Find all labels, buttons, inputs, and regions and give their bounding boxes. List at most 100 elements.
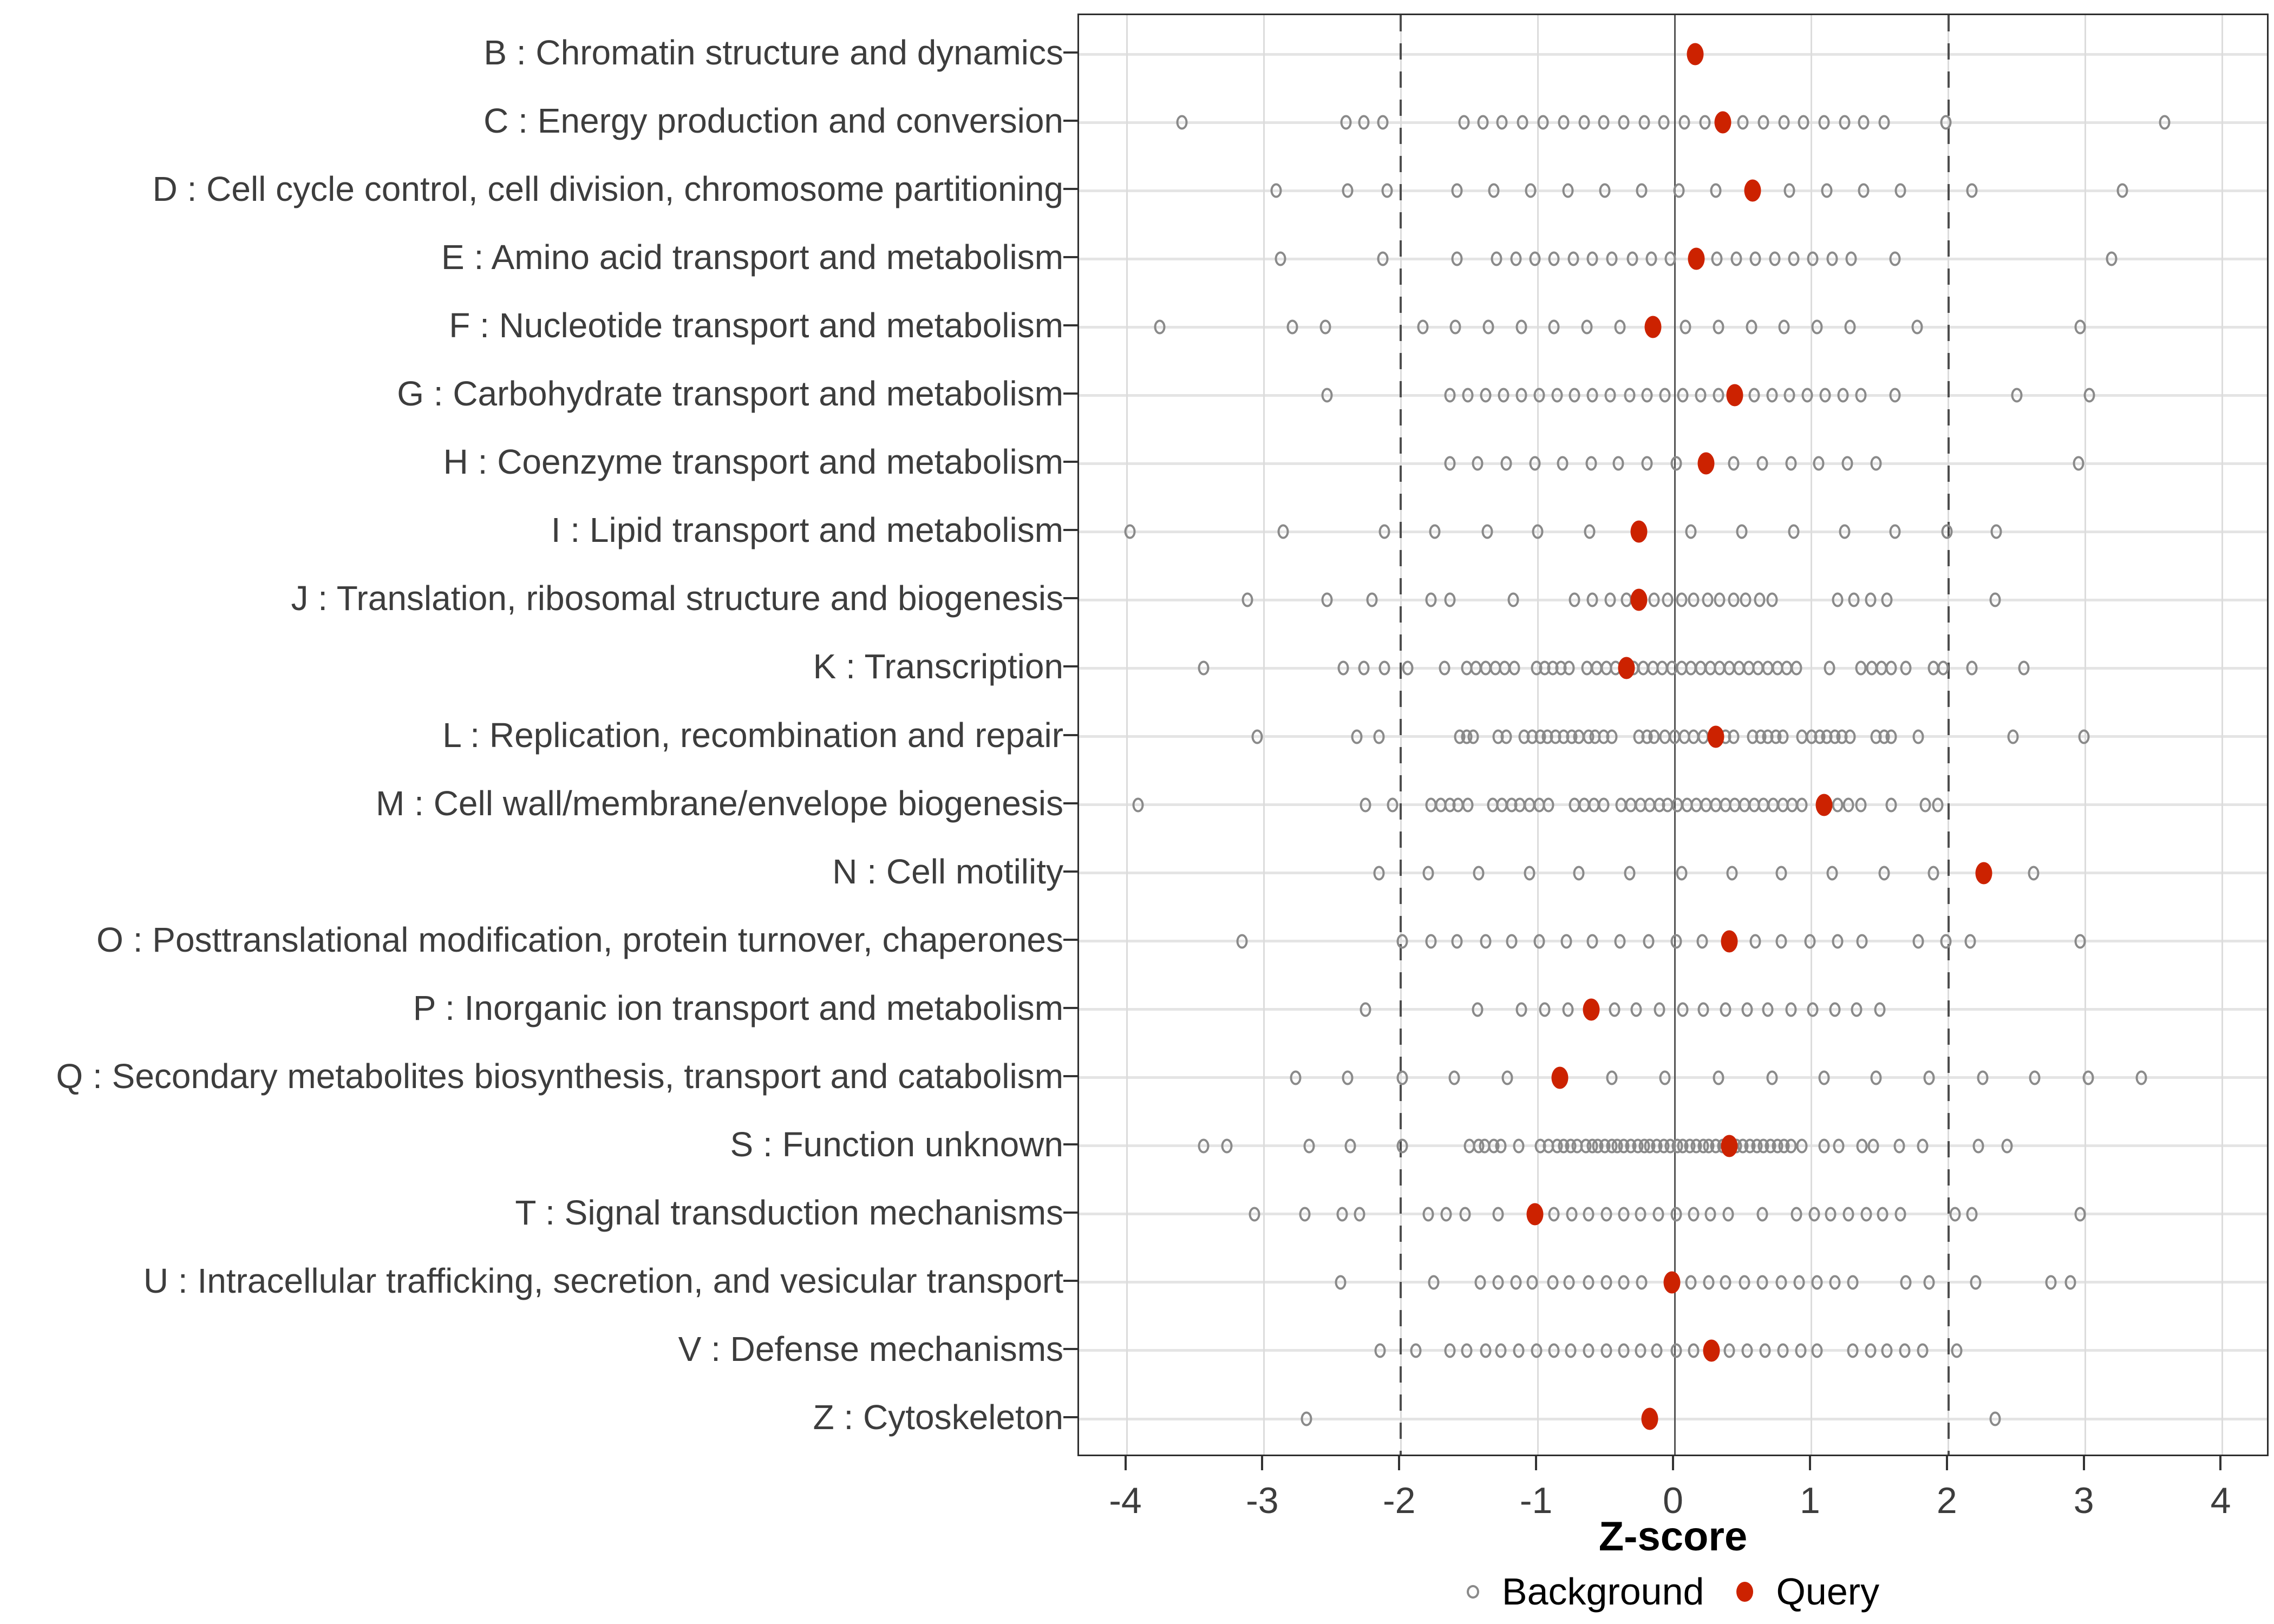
background-point (1301, 1411, 1312, 1426)
background-point (1878, 866, 1890, 881)
background-point (1680, 319, 1691, 335)
background-point (1241, 592, 1253, 607)
background-point (1951, 1343, 1963, 1358)
y-axis-label: F : Nucleotide transport and metabolism (449, 306, 1063, 345)
background-point (1796, 1138, 1808, 1154)
background-point (1606, 729, 1618, 744)
x-gridline (1126, 15, 1128, 1455)
row-gridline (1079, 189, 2267, 192)
background-point (1501, 1070, 1513, 1085)
background-point (1358, 115, 1370, 130)
query-point (1663, 1271, 1681, 1294)
x-axis-tick-label: -4 (1109, 1480, 1142, 1521)
background-point (1856, 1138, 1868, 1154)
y-axis-label: K : Transcription (813, 647, 1063, 686)
y-axis-label: U : Intracellular trafficking, secretion… (143, 1261, 1063, 1300)
background-point (1769, 251, 1781, 266)
y-axis-tick (1063, 1075, 1077, 1077)
background-point (1832, 797, 1844, 813)
background-point (2082, 1070, 2094, 1085)
background-point (1373, 729, 1385, 744)
background-point (1614, 934, 1626, 949)
background-point (1558, 115, 1570, 130)
background-point (1722, 1207, 1734, 1222)
background-point (1513, 1343, 1525, 1358)
x-axis-tick-label: 4 (2210, 1480, 2231, 1521)
background-point (1855, 388, 1867, 403)
background-point (1844, 729, 1856, 744)
background-point (1342, 1070, 1354, 1085)
background-point (1444, 388, 1456, 403)
background-point (1618, 1343, 1630, 1358)
background-point (1818, 115, 1830, 130)
background-point (1618, 115, 1630, 130)
background-point (1641, 456, 1653, 471)
background-point (1560, 934, 1572, 949)
background-point (1566, 1207, 1578, 1222)
background-point (1641, 388, 1653, 403)
background-point (1344, 1138, 1356, 1154)
background-point (1704, 1207, 1716, 1222)
background-point (1720, 1002, 1731, 1017)
y-axis-label: L : Replication, recombination and repai… (442, 715, 1063, 755)
background-point (2083, 388, 2095, 403)
background-point (1937, 660, 1949, 676)
background-point (1335, 1275, 1347, 1290)
background-point (1548, 251, 1560, 266)
background-point (2018, 660, 2030, 676)
background-point (1573, 866, 1585, 881)
background-point (1533, 934, 1545, 949)
background-point (1848, 592, 1860, 607)
background-point (1923, 1070, 1935, 1085)
background-point (1543, 797, 1554, 813)
background-point (1565, 1343, 1577, 1358)
background-point (1670, 934, 1682, 949)
background-point (2073, 456, 2084, 471)
x-axis-tick (1398, 1456, 1401, 1470)
background-point (1417, 319, 1429, 335)
background-point (1154, 319, 1166, 335)
x-axis-title: Z-score (1598, 1514, 1748, 1560)
background-point (1598, 115, 1609, 130)
background-point (1491, 251, 1502, 266)
background-point (1525, 183, 1537, 198)
background-point (1626, 251, 1638, 266)
background-point (1381, 183, 1393, 198)
background-point (1396, 934, 1408, 949)
background-point (1578, 115, 1590, 130)
legend-label-query: Query (1776, 1570, 1880, 1613)
y-axis-tick (1063, 324, 1077, 327)
background-point (1826, 866, 1838, 881)
y-axis-label: I : Lipid transport and metabolism (551, 510, 1063, 550)
background-point (1795, 1343, 1807, 1358)
background-point (1648, 729, 1660, 744)
background-point (1548, 319, 1560, 335)
background-point (1966, 660, 1978, 676)
background-point (1757, 115, 1769, 130)
background-point (1439, 660, 1450, 676)
background-point (1480, 388, 1492, 403)
background-point (1842, 1207, 1854, 1222)
background-point (1360, 797, 1371, 813)
background-point (1785, 1138, 1797, 1154)
query-point (1618, 657, 1635, 679)
query-point (1630, 520, 1648, 543)
background-point (1889, 388, 1901, 403)
background-point (1785, 456, 1797, 471)
background-point (1741, 1343, 1753, 1358)
background-point (1713, 388, 1724, 403)
background-point (1756, 1207, 1768, 1222)
background-point (1964, 934, 1976, 949)
background-point (1778, 115, 1790, 130)
query-point (1688, 247, 1705, 270)
background-point (1855, 797, 1867, 813)
background-point (1972, 1138, 1984, 1154)
background-point (1677, 1002, 1689, 1017)
background-point (1477, 115, 1489, 130)
y-axis-tick (1063, 734, 1077, 736)
background-point (1396, 1138, 1408, 1154)
background-point (1912, 729, 1924, 744)
background-point (1440, 1207, 1452, 1222)
background-point (1515, 319, 1527, 335)
